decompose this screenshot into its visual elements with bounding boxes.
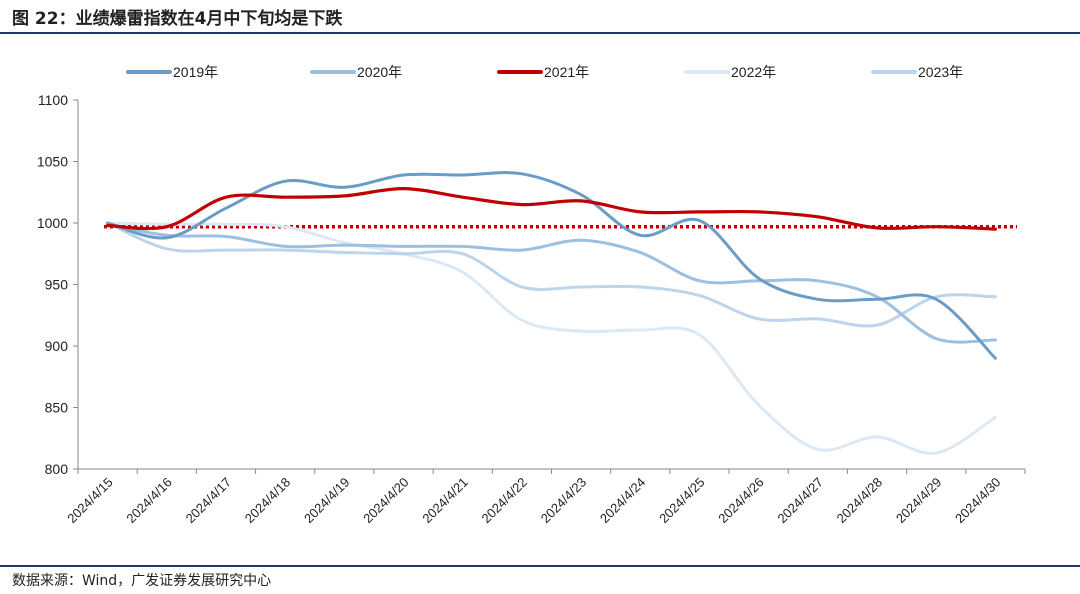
x-tick-label: 2024/4/21 xyxy=(419,475,471,527)
x-tick-label: 2024/4/24 xyxy=(597,475,649,527)
y-tick-label: 1050 xyxy=(37,154,68,170)
source-note: 数据来源：Wind，广发证券发展研究中心 xyxy=(12,573,272,589)
legend-label: 2022年 xyxy=(731,64,776,80)
y-tick-label: 1000 xyxy=(37,215,68,231)
y-tick-label: 950 xyxy=(45,277,69,293)
x-tick-label: 2024/4/18 xyxy=(242,475,294,527)
x-tick-label: 2024/4/19 xyxy=(301,475,353,527)
title-divider xyxy=(0,32,1080,34)
series-lines xyxy=(106,171,997,455)
x-tick-label: 2024/4/22 xyxy=(479,475,531,527)
series-line-2020年 xyxy=(106,222,997,344)
series-line-2023年 xyxy=(106,221,997,328)
x-tick-label: 2024/4/15 xyxy=(64,475,116,527)
x-tick-label: 2024/4/16 xyxy=(123,475,175,527)
x-tick-label: 2024/4/27 xyxy=(774,475,826,527)
x-tick-label: 2024/4/29 xyxy=(893,475,945,527)
source-divider xyxy=(0,565,1080,567)
series-line-2021年 xyxy=(106,186,997,231)
legend-label: 2023年 xyxy=(918,64,963,80)
x-tick-label: 2024/4/28 xyxy=(834,475,886,527)
x-tick-label: 2024/4/23 xyxy=(538,475,590,527)
x-tick-label: 2024/4/20 xyxy=(360,475,412,527)
series-line-2022年 xyxy=(106,221,997,455)
x-tick-label: 2024/4/25 xyxy=(656,475,708,527)
figure-title: 图 22：业绩爆雷指数在4月中下旬均是下跌 xyxy=(12,9,343,29)
y-tick-label: 1100 xyxy=(38,92,68,108)
legend-label: 2019年 xyxy=(173,64,218,80)
x-tick-label: 2024/4/17 xyxy=(183,475,235,527)
x-tick-label: 2024/4/26 xyxy=(715,475,767,527)
legend-label: 2021年 xyxy=(544,64,589,80)
legend-label: 2020年 xyxy=(357,64,402,80)
y-tick-label: 900 xyxy=(45,338,69,354)
chart-legend: 2019年 2020年 2021年 2022年 2023年 xyxy=(126,64,963,80)
series-line-2019年 xyxy=(106,171,997,360)
y-tick-label: 850 xyxy=(45,400,69,416)
x-tick-label: 2024/4/30 xyxy=(952,475,1004,527)
y-tick-label: 800 xyxy=(45,461,69,477)
